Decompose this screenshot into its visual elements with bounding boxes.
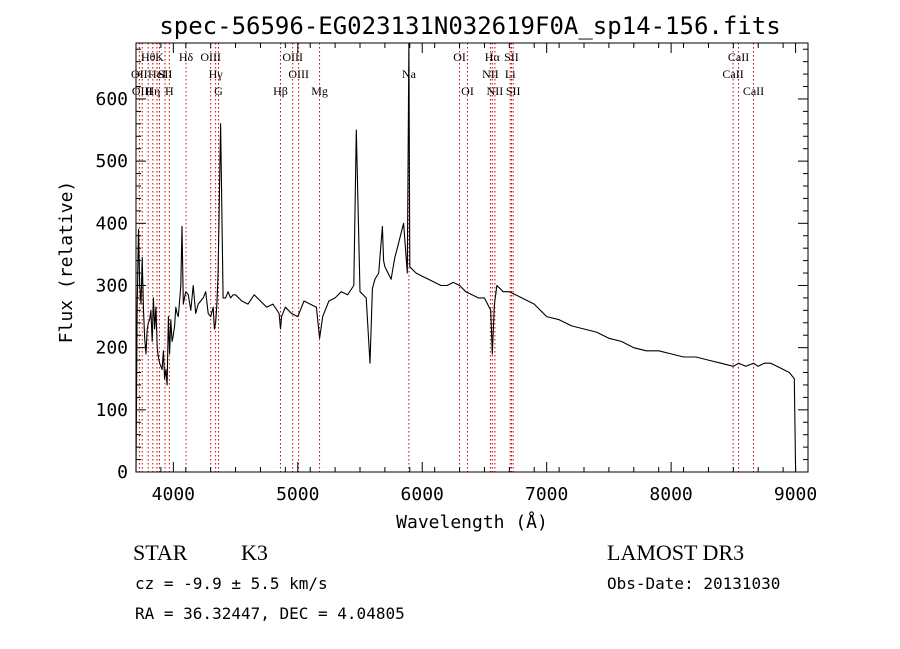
x-tick-label: 4000 xyxy=(152,484,195,505)
line-label: CaII xyxy=(743,84,764,98)
survey-name: LAMOST DR3 xyxy=(607,540,744,565)
coordinates: RA = 36.32447, DEC = 4.04805 xyxy=(135,604,405,623)
line-label: OI xyxy=(453,50,466,64)
line-label: OIII xyxy=(200,50,221,64)
line-label: Hγ xyxy=(209,67,224,81)
spectrum-series xyxy=(135,42,797,473)
line-label: NII xyxy=(487,84,504,98)
object-subclass: K3 xyxy=(241,540,268,565)
line-label: G xyxy=(214,84,223,98)
redshift-info: cz = -9.9 ± 5.5 km/s xyxy=(135,574,328,593)
x-tick-label: 5000 xyxy=(276,484,319,505)
line-label: SII xyxy=(506,84,521,98)
x-tick-label: 8000 xyxy=(649,484,692,505)
line-label: HeI xyxy=(148,67,166,81)
line-label: Hθ xyxy=(141,50,156,64)
line-label: OIII xyxy=(282,50,303,64)
line-label: Hα xyxy=(485,50,501,64)
line-label: Li xyxy=(505,67,516,81)
chart-title: spec-56596-EG023131N032619F0A_sp14-156.f… xyxy=(159,12,780,40)
y-tick-label: 0 xyxy=(117,462,128,483)
line-label: Hδ xyxy=(179,50,194,64)
emission-line-markers xyxy=(138,43,754,472)
line-label: OIII xyxy=(132,84,153,98)
line-label: Mg xyxy=(311,84,328,98)
line-label: NII xyxy=(482,67,499,81)
line-label: SII xyxy=(504,50,519,64)
line-label: Hη xyxy=(145,84,160,98)
line-label: SII xyxy=(158,67,173,81)
y-tick-label: 400 xyxy=(95,213,128,234)
line-label: K xyxy=(155,50,164,64)
line-label: OIII xyxy=(288,67,309,81)
line-label: H xyxy=(165,84,174,98)
x-tick-label: 7000 xyxy=(525,484,568,505)
line-label: CaII xyxy=(722,67,743,81)
x-axis-label: Wavelength (Å) xyxy=(396,511,548,533)
plot-frame xyxy=(135,42,809,473)
line-label: Hβ xyxy=(273,84,288,98)
y-tick-label: 100 xyxy=(95,400,128,421)
observation-date: Obs-Date: 20131030 xyxy=(607,574,780,593)
line-label: CaII xyxy=(728,50,749,64)
y-tick-label: 300 xyxy=(95,275,128,296)
x-axis: 4000 5000 6000 7000 8000 9000 xyxy=(135,43,817,505)
spectrum-line-0 xyxy=(135,42,797,473)
object-class: STAR xyxy=(133,540,188,565)
y-axis-label: Flux (relative) xyxy=(56,181,77,344)
y-tick-label: 500 xyxy=(95,151,128,172)
y-axis: 0 100 200 300 400 500 600 xyxy=(95,48,808,483)
y-tick-label: 600 xyxy=(95,89,128,110)
line-label: OI xyxy=(461,84,474,98)
x-tick-label: 6000 xyxy=(401,484,444,505)
y-tick-label: 200 xyxy=(95,338,128,359)
x-tick-label: 9000 xyxy=(774,484,817,505)
